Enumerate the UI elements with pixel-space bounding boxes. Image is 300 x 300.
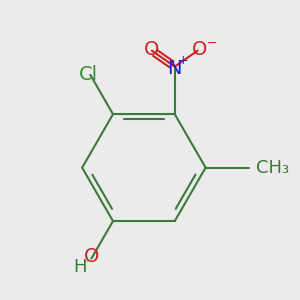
Text: −: − [206,37,217,50]
Text: N: N [167,58,182,78]
Text: CH₃: CH₃ [256,159,289,177]
Text: Cl: Cl [79,65,98,84]
Text: O: O [144,40,160,59]
Text: +: + [178,54,188,67]
Text: O: O [84,247,99,266]
Text: O: O [191,40,207,59]
Text: ·: · [84,257,88,267]
Text: H: H [74,258,87,276]
